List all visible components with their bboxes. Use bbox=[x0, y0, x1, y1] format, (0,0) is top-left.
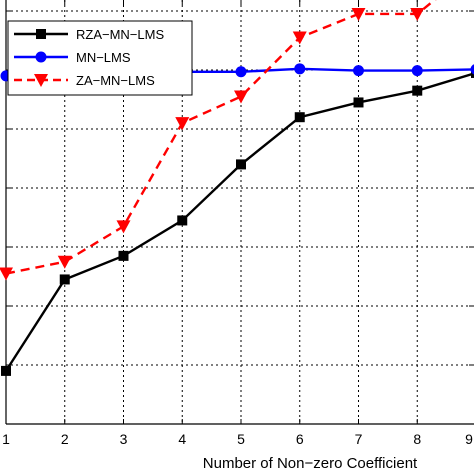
legend-marker bbox=[35, 51, 47, 63]
series-line bbox=[4, 72, 474, 372]
data-point bbox=[353, 65, 364, 77]
data-point bbox=[353, 97, 364, 108]
data-point bbox=[235, 66, 247, 78]
x-tick-label: 7 bbox=[355, 431, 363, 447]
data-point bbox=[234, 90, 248, 104]
x-axis-label: Number of Non−zero Coefficient bbox=[203, 455, 418, 472]
data-point bbox=[292, 31, 307, 45]
legend-marker bbox=[34, 74, 48, 87]
series-line bbox=[5, 0, 437, 275]
x-tick-label: 2 bbox=[61, 431, 69, 447]
data-point bbox=[294, 63, 306, 75]
legend-label: RZA−MN−LMS bbox=[76, 27, 164, 42]
data-point bbox=[177, 215, 188, 226]
data-point bbox=[470, 64, 474, 75]
data-point bbox=[351, 7, 366, 21]
data-point bbox=[118, 250, 129, 261]
x-tick-label: 9 bbox=[465, 431, 473, 447]
x-tick-label: 4 bbox=[178, 431, 186, 447]
legend-label: MN−LMS bbox=[76, 50, 131, 65]
data-point bbox=[0, 267, 13, 281]
x-tick-label: 5 bbox=[237, 431, 245, 447]
data-point bbox=[57, 255, 72, 269]
data-point bbox=[116, 220, 131, 234]
data-point bbox=[412, 85, 423, 96]
data-point bbox=[410, 7, 425, 21]
data-point bbox=[175, 117, 190, 131]
data-point bbox=[294, 112, 305, 123]
x-tick-label: 6 bbox=[296, 431, 304, 447]
x-tick-label: 1 bbox=[2, 431, 10, 447]
data-point bbox=[236, 159, 246, 170]
x-tick-labels: 1 2 3 4 5 6 7 8 9 bbox=[2, 431, 473, 447]
series-3 bbox=[0, 0, 437, 281]
data-point bbox=[59, 274, 70, 285]
data-point bbox=[1, 365, 11, 376]
legend-label: ZA−MN−LMS bbox=[76, 73, 155, 88]
x-tick-label: 3 bbox=[120, 431, 128, 447]
series-1 bbox=[1, 67, 474, 376]
legend: RZA−MN−LMS MN−LMS ZA−MN−LMS bbox=[7, 20, 193, 96]
x-tick-label: 8 bbox=[413, 431, 421, 447]
data-point bbox=[411, 65, 423, 77]
legend-marker bbox=[36, 29, 46, 39]
